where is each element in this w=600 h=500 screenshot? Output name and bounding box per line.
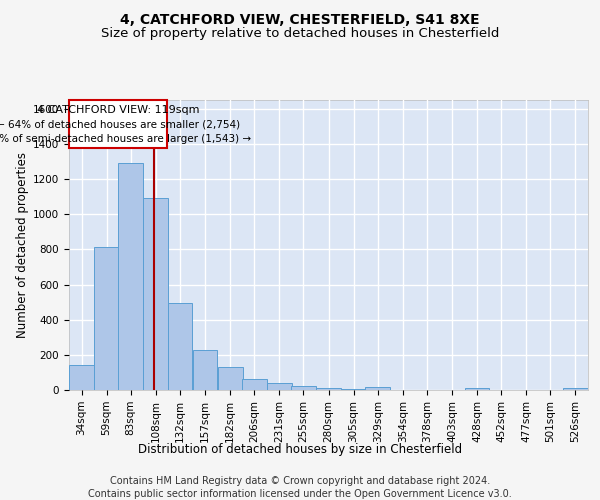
Bar xyxy=(94,247,119,390)
Bar xyxy=(291,386,316,390)
Bar xyxy=(316,388,341,390)
Bar xyxy=(167,303,193,390)
Bar xyxy=(267,384,292,390)
Bar xyxy=(341,388,366,390)
Bar xyxy=(69,366,94,390)
Text: Contains HM Land Registry data © Crown copyright and database right 2024.: Contains HM Land Registry data © Crown c… xyxy=(110,476,490,486)
Bar xyxy=(118,164,143,390)
Bar xyxy=(193,350,217,390)
Text: 36% of semi-detached houses are larger (1,543) →: 36% of semi-detached houses are larger (… xyxy=(0,134,251,143)
FancyBboxPatch shape xyxy=(69,100,167,148)
Text: ← 64% of detached houses are smaller (2,754): ← 64% of detached houses are smaller (2,… xyxy=(0,119,240,129)
Text: 4, CATCHFORD VIEW, CHESTERFIELD, S41 8XE: 4, CATCHFORD VIEW, CHESTERFIELD, S41 8XE xyxy=(120,12,480,26)
Text: Contains public sector information licensed under the Open Government Licence v3: Contains public sector information licen… xyxy=(88,489,512,499)
Text: Size of property relative to detached houses in Chesterfield: Size of property relative to detached ho… xyxy=(101,28,499,40)
Bar xyxy=(143,198,168,390)
Bar xyxy=(563,388,588,390)
Bar xyxy=(242,378,266,390)
Bar xyxy=(365,388,390,390)
Text: Distribution of detached houses by size in Chesterfield: Distribution of detached houses by size … xyxy=(138,442,462,456)
Bar xyxy=(218,367,242,390)
Bar xyxy=(464,388,490,390)
Y-axis label: Number of detached properties: Number of detached properties xyxy=(16,152,29,338)
Text: 4 CATCHFORD VIEW: 119sqm: 4 CATCHFORD VIEW: 119sqm xyxy=(37,104,199,115)
